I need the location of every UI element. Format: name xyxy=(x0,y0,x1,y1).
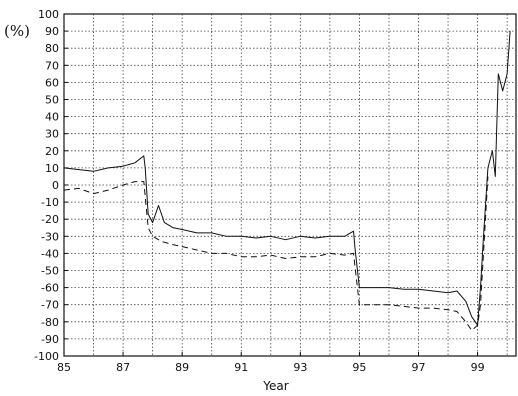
y-tick-label: 80 xyxy=(45,42,59,55)
x-tick-label: 97 xyxy=(412,361,426,374)
y-tick-label: 30 xyxy=(45,128,59,141)
y-tick-label: 100 xyxy=(38,8,59,21)
x-tick-label: 91 xyxy=(234,361,248,374)
x-tick-label: 85 xyxy=(57,361,71,374)
y-tick-label: 0 xyxy=(52,179,59,192)
y-tick-label: -20 xyxy=(41,213,59,226)
y-tick-label: 60 xyxy=(45,76,59,89)
x-tick-label: 95 xyxy=(352,361,366,374)
y-tick-label: -10 xyxy=(41,196,59,209)
y-tick-label: -60 xyxy=(41,282,59,295)
x-tick-label: 87 xyxy=(116,361,130,374)
y-unit-label: (%) xyxy=(4,22,30,40)
y-tick-label: -90 xyxy=(41,333,59,346)
series-line-solid xyxy=(63,31,511,326)
y-tick-label: 90 xyxy=(45,25,59,38)
y-tick-label: -70 xyxy=(41,299,59,312)
plot-frame xyxy=(63,13,517,357)
series-group xyxy=(63,31,511,331)
y-tick-label: -50 xyxy=(41,265,59,278)
series-line-dashed xyxy=(63,176,489,331)
y-tick-label: 50 xyxy=(45,94,59,107)
y-tick-label: -40 xyxy=(41,247,59,260)
x-axis-title: Year xyxy=(262,379,288,393)
x-tick-label: 99 xyxy=(471,361,485,374)
axis-ticks: 1009080706050403020100-10-20-30-40-50-60… xyxy=(34,8,485,374)
y-tick-label: 70 xyxy=(45,59,59,72)
y-tick-label: -100 xyxy=(34,350,59,363)
y-tick-label: 10 xyxy=(45,162,59,175)
y-tick-label: -80 xyxy=(41,316,59,329)
y-tick-label: 40 xyxy=(45,111,59,124)
y-tick-label: 20 xyxy=(45,145,59,158)
x-tick-label: 89 xyxy=(175,361,189,374)
y-tick-label: -30 xyxy=(41,230,59,243)
x-tick-label: 93 xyxy=(293,361,307,374)
plot-background xyxy=(64,14,516,356)
